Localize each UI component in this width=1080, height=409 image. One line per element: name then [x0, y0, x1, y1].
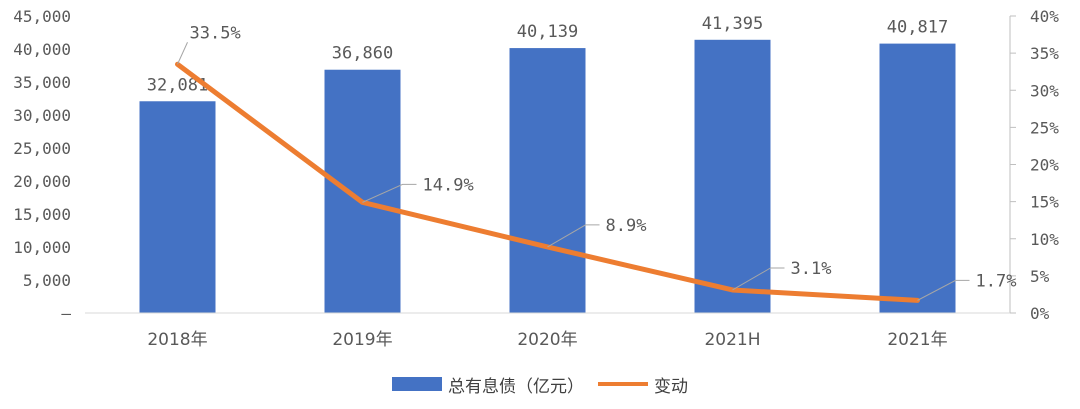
legend-swatch-bar — [392, 377, 442, 391]
left-axis-tick-label: 20,000 — [13, 172, 71, 191]
legend-item-line: 变动 — [598, 372, 688, 397]
combo-chart: – 5,000 10,000 15,000 20,000 25,000 30,000 35,0… — [13, 7, 1059, 350]
right-axis-tick-label: 20% — [1030, 156, 1059, 175]
leader-line — [547, 224, 600, 248]
bar — [509, 48, 586, 313]
right-axis-tick-label: 10% — [1030, 230, 1059, 249]
bar-value-label: 40,817 — [887, 18, 948, 38]
leader-line — [732, 267, 785, 291]
bar-value-label: 32,081 — [147, 75, 208, 95]
bar-series — [139, 39, 956, 314]
left-axis-tick-label: 15,000 — [13, 205, 71, 224]
right-axis-tick-label: 25% — [1030, 118, 1059, 137]
legend-item-bar: 总有息债（亿元） — [392, 372, 584, 397]
right-axis-tick-label: 5% — [1030, 267, 1050, 286]
bar — [694, 39, 771, 313]
line-value-label: 14.9% — [423, 175, 474, 195]
right-axis-tick-label: 15% — [1030, 193, 1059, 212]
left-axis-tick-label: – — [61, 304, 71, 323]
right-axis-tick-label: 40% — [1030, 7, 1059, 26]
x-axis-tick-label: 2021年 — [887, 330, 947, 350]
legend: 总有息债（亿元） 变动 — [0, 372, 1080, 397]
bar-value-label: 36,860 — [332, 44, 393, 64]
left-y-axis: – 5,000 10,000 15,000 20,000 25,000 30,000 35,0… — [13, 7, 71, 323]
left-axis-tick-label: 40,000 — [13, 40, 71, 59]
legend-swatch-line — [598, 382, 648, 386]
right-axis-tick-label: 35% — [1030, 44, 1059, 63]
right-axis-tick-label: 30% — [1030, 81, 1059, 100]
leader-line — [362, 183, 417, 203]
line-value-label: 3.1% — [791, 259, 832, 279]
line-value-label: 33.5% — [190, 23, 241, 43]
left-axis-tick-label: 25,000 — [13, 139, 71, 158]
leader-line — [917, 279, 970, 301]
right-y-axis: 0% 5% 10% 15% 20% 25% 30% 35% 40% — [1009, 7, 1059, 323]
left-axis-tick-label: 5,000 — [23, 271, 71, 290]
x-axis-tick-label: 2020年 — [517, 330, 577, 350]
legend-label-line: 变动 — [654, 376, 688, 397]
line-data-labels: 33.5% 14.9% 8.9% 3.1% 1.7% — [177, 23, 1017, 301]
leader-line — [177, 42, 188, 65]
line-value-label: 1.7% — [976, 271, 1017, 291]
left-axis-tick-label: 45,000 — [13, 7, 71, 26]
legend-label-bar: 总有息债（亿元） — [448, 376, 584, 397]
right-axis-tick-label: 0% — [1030, 304, 1050, 323]
left-axis-tick-label: 30,000 — [13, 106, 71, 125]
x-axis-tick-label: 2019年 — [332, 330, 392, 350]
left-axis-tick-label: 10,000 — [13, 238, 71, 257]
left-axis-tick-label: 35,000 — [13, 73, 71, 92]
bar — [139, 101, 216, 313]
bar — [324, 69, 401, 313]
bar-data-labels: 32,081 36,860 40,139 41,395 40,817 — [147, 14, 948, 95]
line-value-label: 8.9% — [606, 216, 647, 236]
bar-value-label: 41,395 — [702, 14, 763, 34]
bar — [879, 43, 956, 314]
bar-value-label: 40,139 — [517, 22, 578, 42]
x-axis-tick-label: 2018年 — [147, 330, 207, 350]
x-axis: 2018年 2019年 2020年 2021H 2021年 — [85, 312, 1010, 350]
x-axis-tick-label: 2021H — [704, 330, 760, 350]
